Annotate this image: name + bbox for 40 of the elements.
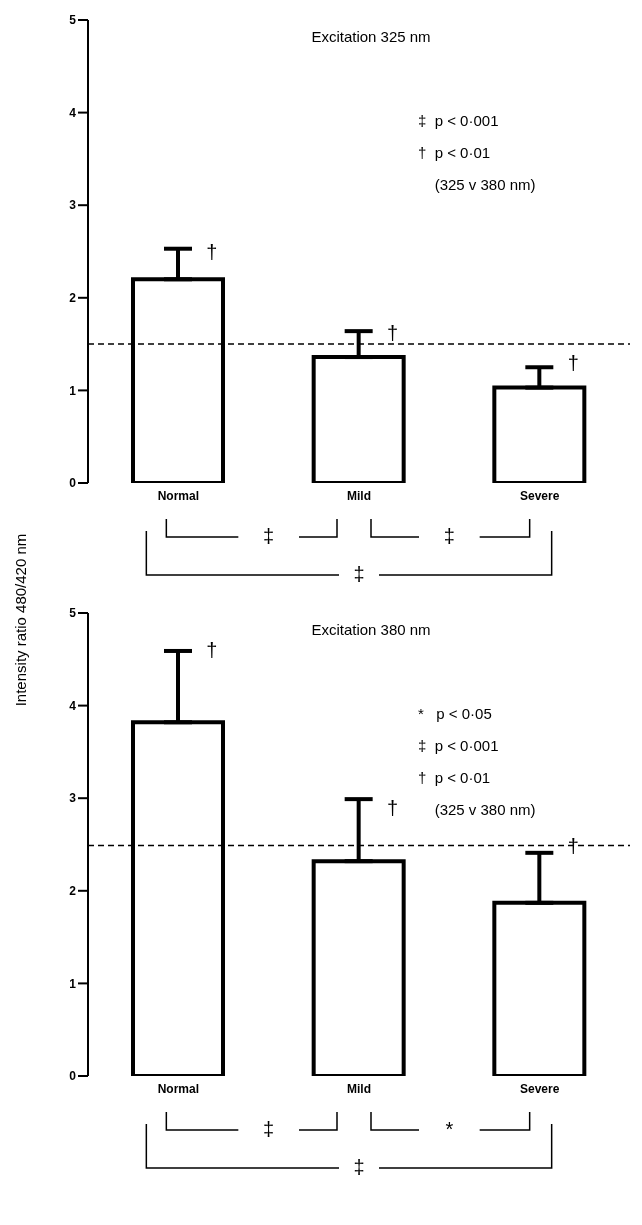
annotation: †: [387, 796, 399, 819]
x-tick-label: Severe: [519, 1081, 560, 1096]
y-tick-label: 4: [69, 105, 77, 120]
y-tick-label: 2: [69, 291, 77, 306]
annotation: ‡ p < 0·001: [418, 111, 500, 131]
annotation: † p < 0·01: [418, 768, 492, 788]
text: ‡: [443, 525, 455, 547]
text: Excitation 380 nm: [311, 621, 431, 638]
y-tick-label: 1: [69, 383, 77, 398]
text: ‡: [353, 563, 365, 585]
text: ‡: [263, 1118, 275, 1140]
y-tick-label: 5: [69, 13, 77, 28]
y-tick-label: 5: [69, 606, 77, 621]
x-tick-label: Mild: [347, 488, 371, 503]
y-tick-label: 3: [69, 198, 77, 213]
x-tick-label: Normal: [157, 488, 200, 503]
annotation: †: [206, 240, 218, 263]
y-tick-label: 0: [69, 476, 77, 491]
y-axis-title: Intensity ratio 480/420 nm: [11, 533, 29, 707]
x-tick-label: Mild: [347, 1081, 371, 1096]
annotation: (325 v 380 nm): [433, 175, 536, 195]
x-tick-label: Normal: [157, 1081, 200, 1096]
y-tick-label: 3: [69, 791, 77, 806]
text: ‡: [263, 525, 275, 547]
text: *: [445, 1118, 454, 1140]
annotation: * p < 0·05: [418, 704, 493, 724]
annotation: † p < 0·01: [418, 143, 492, 163]
x-tick-label: Severe: [519, 488, 560, 503]
y-tick-label: 2: [69, 884, 77, 899]
text: Excitation 325 nm: [310, 28, 432, 45]
annotation: (325 v 380 nm): [433, 800, 536, 820]
y-tick-label: 1: [69, 976, 77, 991]
annotation: †: [567, 834, 579, 857]
annotation: †: [567, 351, 579, 374]
y-tick-label: 0: [69, 1069, 77, 1084]
annotation: †: [206, 639, 218, 662]
annotation: ‡ p < 0·001: [418, 736, 500, 756]
text: ‡: [353, 1156, 365, 1178]
y-tick-label: 4: [69, 698, 77, 713]
annotation: †: [387, 322, 399, 345]
